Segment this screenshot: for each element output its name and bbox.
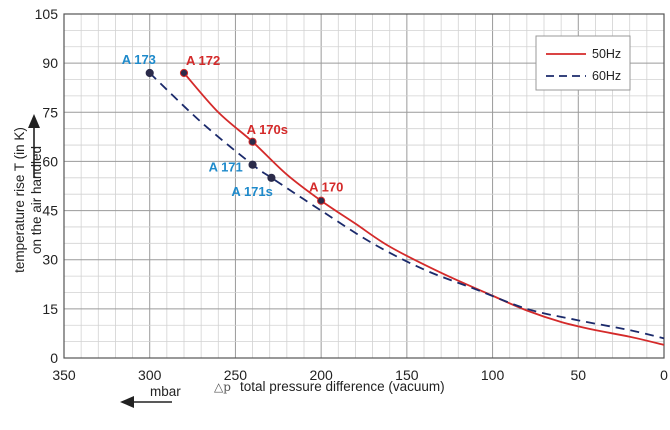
- data-label: A 171: [209, 160, 243, 175]
- x-tick-label: 150: [395, 367, 419, 383]
- x-axis-arrow: [120, 396, 172, 408]
- x-axis-symbol: △p: [214, 380, 231, 394]
- y-tick-label: 15: [42, 301, 58, 317]
- legend: 50Hz 60Hz: [535, 35, 631, 91]
- data-point: [248, 160, 257, 169]
- data-point: [267, 173, 276, 182]
- x-tick-label: 100: [481, 367, 505, 383]
- y-tick-label: 75: [42, 104, 58, 120]
- x-tick-label: 0: [660, 367, 668, 383]
- y-axis-title: temperature rise T (in K) on the air han…: [12, 127, 44, 273]
- x-tick-label: 250: [224, 367, 248, 383]
- y-axis-title-line1: temperature rise T (in K): [12, 127, 27, 273]
- data-point: [145, 68, 154, 78]
- data-label: A 173: [122, 52, 156, 67]
- y-tick-label: 60: [42, 153, 58, 169]
- data-label: A 172: [186, 53, 220, 68]
- data-label: A 170s: [247, 122, 288, 137]
- series-line-60hz: [149, 72, 665, 340]
- x-tick-label: 300: [138, 367, 162, 383]
- plot-frame: [63, 13, 665, 359]
- data-label: A 170: [309, 180, 343, 195]
- x-axis-unit: mbar: [150, 384, 181, 399]
- data-point: [317, 196, 326, 205]
- data-label: A 171s: [231, 184, 272, 199]
- legend-label-50hz: 50Hz: [592, 47, 621, 61]
- data-point: [248, 137, 257, 146]
- x-tick-label: 50: [570, 367, 586, 383]
- y-axis-title-line2: on the air handled: [29, 146, 44, 254]
- y-tick-label: 45: [42, 203, 58, 219]
- legend-box: [535, 35, 631, 91]
- x-tick-label: 200: [309, 367, 333, 383]
- y-tick-label: 105: [35, 6, 59, 22]
- y-tick-label: 30: [42, 252, 58, 268]
- data-points: A 172 A 170s A 170 A 173 A 171 A 171s: [122, 52, 343, 205]
- x-tick-label: 350: [52, 367, 76, 383]
- y-tick-label: 90: [42, 55, 58, 71]
- legend-label-60hz: 60Hz: [592, 69, 621, 83]
- tick-labels: 350 300 250 200 150 100 50 0 0 15 30 45 60 75 90 105: [35, 6, 668, 383]
- y-tick-label: 0: [50, 350, 58, 366]
- y-axis-arrow: [28, 114, 40, 178]
- x-axis-title: total pressure difference (vacuum): [240, 379, 445, 394]
- data-point: [179, 68, 189, 78]
